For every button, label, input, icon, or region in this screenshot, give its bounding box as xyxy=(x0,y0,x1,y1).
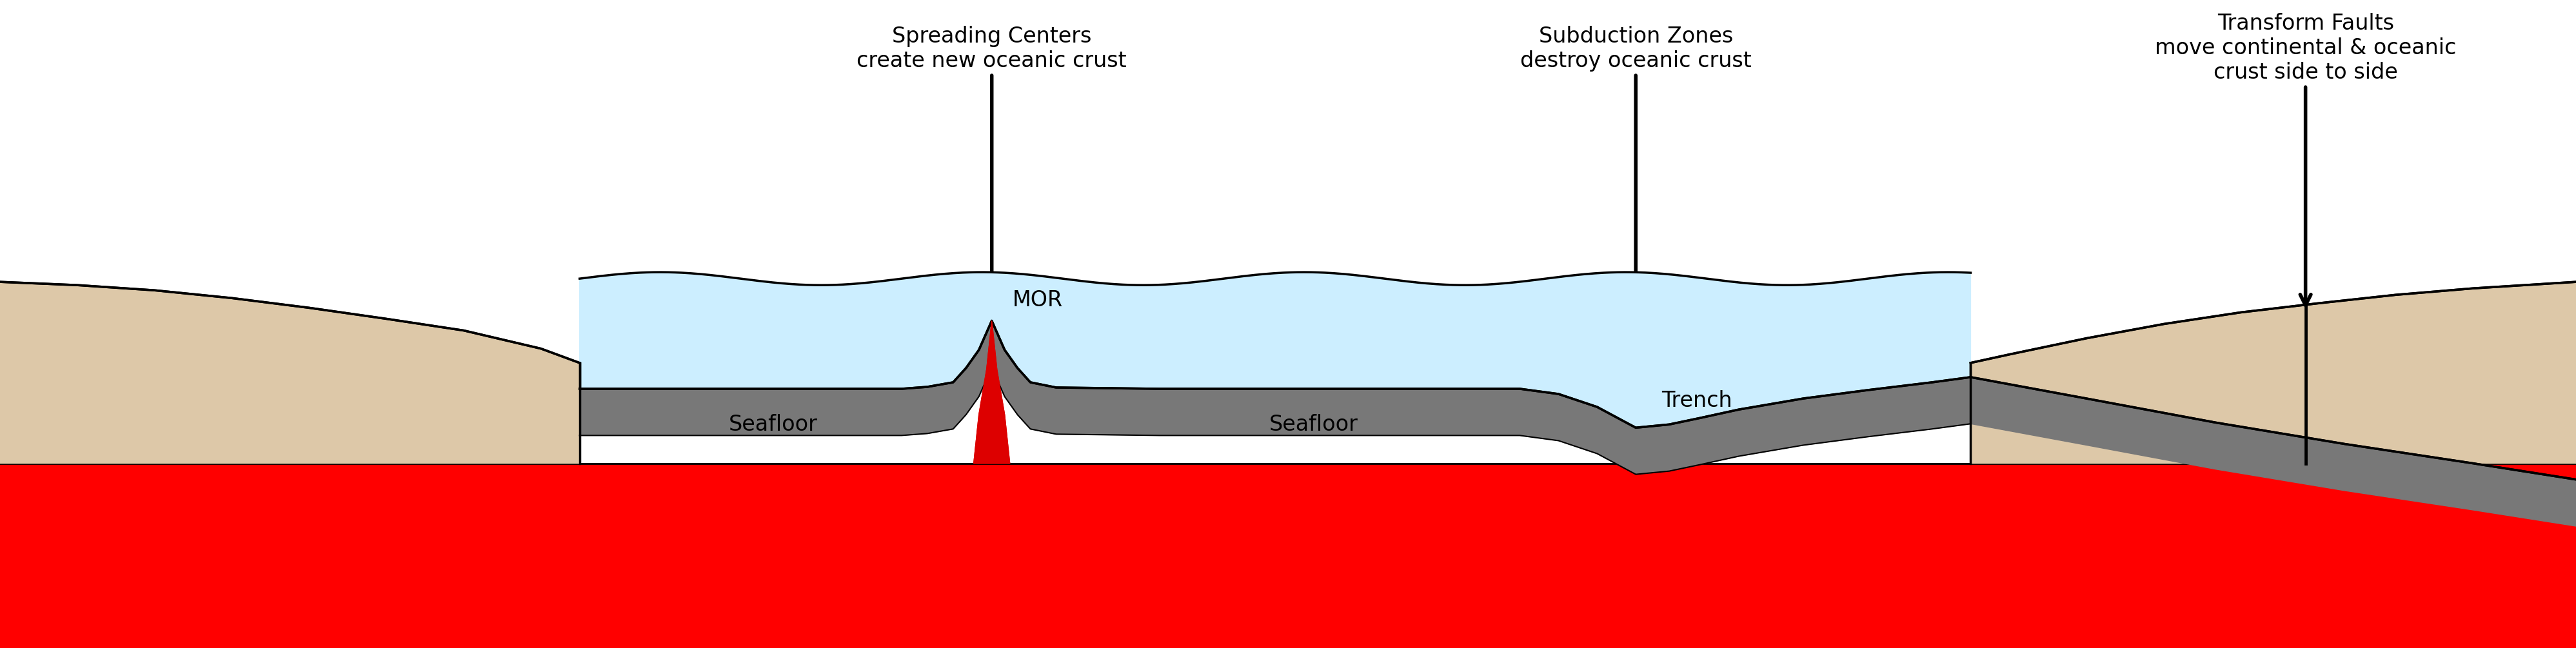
Polygon shape xyxy=(0,463,2576,648)
Text: Transform Faults
move continental & oceanic
crust side to side: Transform Faults move continental & ocea… xyxy=(2154,13,2458,305)
Polygon shape xyxy=(974,434,1010,463)
Polygon shape xyxy=(580,272,1971,428)
Text: Subduction Zones
destroy oceanic crust: Subduction Zones destroy oceanic crust xyxy=(1520,26,1752,341)
Polygon shape xyxy=(580,321,2576,526)
Text: Seafloor: Seafloor xyxy=(729,414,817,435)
Polygon shape xyxy=(1971,282,2576,463)
Text: Seafloor: Seafloor xyxy=(1270,414,1358,435)
Text: MOR: MOR xyxy=(1012,290,1064,311)
Polygon shape xyxy=(974,434,1010,463)
Polygon shape xyxy=(0,282,580,463)
Text: Trench: Trench xyxy=(1662,390,1731,411)
Polygon shape xyxy=(974,321,1010,463)
Text: Spreading Centers
create new oceanic crust: Spreading Centers create new oceanic cru… xyxy=(858,26,1126,299)
Polygon shape xyxy=(974,321,1010,463)
